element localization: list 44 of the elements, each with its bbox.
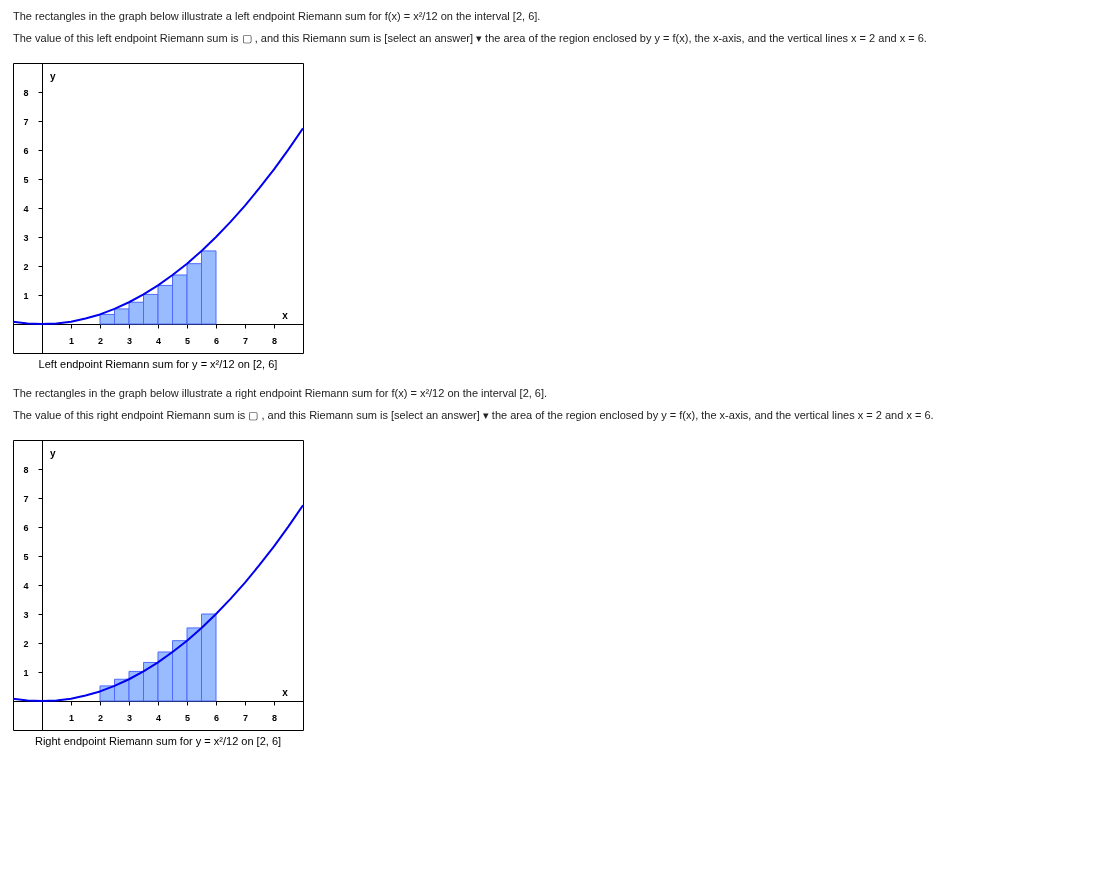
- x-tick-label: 2: [97, 335, 104, 346]
- line-series: [13, 504, 303, 702]
- x-tick-label: 5: [184, 335, 191, 346]
- x-tick-label: 6: [213, 335, 220, 346]
- y-tick-label: 3: [23, 232, 29, 243]
- text: The value of this right endpoint Riemann sum is ▢ , and this Riemann sum is [select an answer] ▾ the area of the region enclosed by y = f(x), the x-axis, and the vertical lines x = 2 and x = 6.: [13, 409, 934, 421]
- x-tick-label: 6: [213, 712, 220, 723]
- x-tick-label: 8: [271, 712, 278, 723]
- y-tick-label: 3: [23, 609, 29, 620]
- x-tick-label: 4: [155, 335, 162, 346]
- x-tick-label: 8: [271, 335, 278, 346]
- y-tick-label: 6: [23, 522, 29, 533]
- y-tick-label: 1: [23, 667, 29, 678]
- x-tick-label: 2: [97, 712, 104, 723]
- text: Left endpoint Riemann sum for y = x²/12 on [2, 6]: [38, 358, 278, 370]
- x-axis-title: x: [282, 687, 289, 698]
- text: Right endpoint Riemann sum for y = x²/12 on [2, 6]: [34, 735, 282, 747]
- y-tick-label: 2: [23, 261, 29, 272]
- y-axis-title: y: [50, 448, 56, 459]
- x-tick-label: 1: [68, 712, 75, 723]
- y-tick-label: 8: [23, 87, 29, 98]
- x-tick-label: 5: [184, 712, 191, 723]
- text: The rectangles in the graph below illustrate a right endpoint Riemann sum for f(x) = x²/12 on the interval [2, 6].: [13, 387, 548, 399]
- y-tick-label: 2: [23, 638, 29, 649]
- text: The value of this left endpoint Riemann sum is ▢ , and this Riemann sum is [select an answer] ▾ the area of the region enclosed by y = f(x), the x-axis, and the vertical lines x = 2 and x = 6.: [13, 32, 927, 44]
- x-axis-title: x: [282, 310, 289, 321]
- x-tick-label: 3: [126, 712, 133, 723]
- y-tick-label: 5: [23, 551, 29, 562]
- x-tick-label: 1: [68, 335, 75, 346]
- y-tick-label: 5: [23, 174, 29, 185]
- text: The rectangles in the graph below illustrate a left endpoint Riemann sum for f(x) = x²/12 on the interval [2, 6].: [13, 10, 541, 22]
- x-tick-label: 4: [155, 712, 162, 723]
- x-tick-label: 7: [242, 712, 249, 723]
- y-tick-label: 7: [23, 116, 29, 127]
- y-tick-label: 4: [23, 580, 29, 591]
- y-tick-label: 6: [23, 145, 29, 156]
- x-tick-label: 7: [242, 335, 249, 346]
- y-tick-label: 8: [23, 464, 29, 475]
- y-axis-title: y: [50, 71, 56, 82]
- x-tick-label: 3: [126, 335, 133, 346]
- y-tick-label: 1: [23, 290, 29, 301]
- y-tick-label: 4: [23, 203, 29, 214]
- line-series: [13, 127, 303, 325]
- y-tick-label: 7: [23, 493, 29, 504]
